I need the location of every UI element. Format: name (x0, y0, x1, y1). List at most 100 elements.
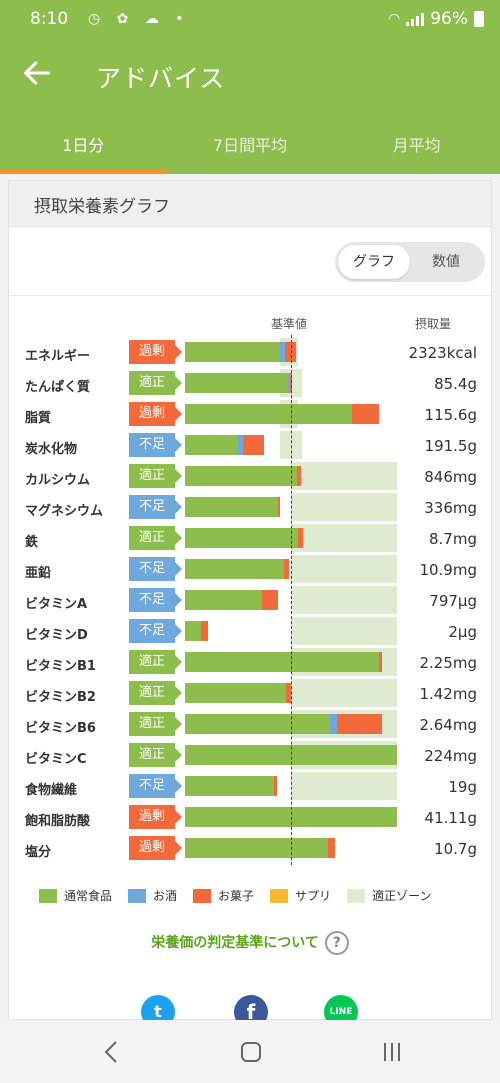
nutrient-name: 鉄 (25, 535, 39, 550)
legend-swatch (193, 888, 212, 903)
intake-bar (185, 493, 399, 524)
status-badge: 過剰 (129, 805, 182, 829)
tab-monthly-average[interactable]: 月平均 (392, 136, 441, 155)
legend-label: お酒 (153, 889, 178, 903)
nutrient-row: たんぱく質 適正 85.4g (9, 369, 493, 400)
adequate-zone (291, 493, 397, 521)
adequate-zone (291, 462, 397, 490)
bar-segment-snack (262, 590, 278, 610)
bar-segment-snack (298, 528, 303, 548)
nutrient-row: エネルギー 過剰 2323kcal (9, 338, 493, 369)
intake-bar (185, 555, 399, 586)
nutrient-row: ビタミンB6 適正 2.64mg (9, 710, 493, 741)
status-badge: 不足 (129, 433, 182, 457)
bar-segment-food (185, 683, 286, 703)
legend-swatch (39, 888, 57, 903)
intake-amount: 41.11g (424, 809, 477, 827)
bar-segment-snack (297, 466, 301, 486)
bar-segment-food (185, 652, 379, 672)
intake-bar (185, 462, 399, 493)
bar-segment-food (185, 714, 330, 734)
adequate-zone (291, 586, 397, 614)
nutrient-row: ビタミンB2 適正 1.42mg (9, 679, 493, 710)
toggle-graph[interactable]: グラフ (338, 245, 410, 279)
status-badge: 適正 (129, 650, 182, 674)
bar-segment-food (185, 497, 278, 517)
page-title: アドバイス (96, 64, 226, 93)
status-badge: 不足 (129, 774, 182, 798)
bar-segment-snack (274, 776, 277, 796)
bar-segment-snack (278, 497, 280, 517)
nutrient-list: エネルギー 過剰 2323kcal たんぱく質 適正 85.4g 脂質 過剰 115.6g 炭水化… (9, 338, 493, 865)
battery-icon (474, 11, 484, 27)
nutrient-name: ビタミンD (25, 628, 88, 643)
intake-amount: 2μg (448, 623, 477, 641)
bar-segment-food (185, 528, 298, 548)
bar-segment-food (185, 435, 238, 455)
legend-swatch (270, 888, 289, 903)
tab-7-day-average[interactable]: 7日間平均 (212, 136, 288, 155)
nutrient-row: 食物繊維 不足 19g (9, 772, 493, 803)
divider (9, 295, 491, 296)
nutrient-row: 炭水化物 不足 191.5g (9, 431, 493, 462)
intake-bar (185, 369, 399, 400)
criteria-link-row: 栄養価の判定基準について? (9, 931, 491, 955)
nav-recents-icon[interactable] (377, 1038, 407, 1066)
legend-label: 適正ゾーン (372, 889, 432, 903)
bar-segment-drink (330, 714, 337, 734)
legend-item-zone: 適正ゾーン (347, 887, 431, 904)
status-badge: 不足 (129, 495, 182, 519)
nutrient-row: 脂質 過剰 115.6g (9, 400, 493, 431)
intake-amount: 10.9mg (419, 561, 477, 579)
nutrient-row: 亜鉛 不足 10.9mg (9, 555, 493, 586)
intake-amount: 2323kcal (408, 344, 477, 362)
nutrient-row: 鉄 適正 8.7mg (9, 524, 493, 555)
legend-item-snack: お菓子 (193, 887, 254, 904)
nutrient-name: 脂質 (25, 411, 52, 426)
toggle-value[interactable]: 数値 (432, 254, 460, 270)
nutrient-name: ビタミンB6 (25, 721, 96, 736)
intake-amount: 2.64mg (419, 716, 477, 734)
card-title: 摂取栄養素グラフ (9, 181, 491, 227)
nav-back-icon[interactable] (97, 1038, 127, 1066)
adequate-zone (291, 555, 397, 583)
status-badge: 不足 (129, 619, 182, 643)
nutrient-row: 塩分 過剰 10.7g (9, 834, 493, 865)
intake-amount: 797μg (429, 592, 477, 610)
status-badge: 適正 (129, 371, 182, 395)
intake-amount: 1.42mg (419, 685, 477, 703)
bar-segment-drink (280, 342, 285, 362)
reference-header: 基準値 (271, 317, 308, 331)
nutrient-name: ビタミンB1 (25, 659, 96, 674)
intake-bar (185, 679, 399, 710)
intake-amount: 8.7mg (429, 530, 477, 548)
amount-header: 摂取量 (415, 317, 452, 331)
status-badge: 不足 (129, 588, 182, 612)
intake-bar (185, 648, 399, 679)
bar-segment-snack (328, 838, 335, 858)
period-tabs: 1日分 7日間平均 月平均 (0, 112, 500, 174)
legend-item-drink: お酒 (128, 887, 177, 904)
status-badge: 適正 (129, 712, 182, 736)
notification-icons: ◷ ✿ ☁ • (88, 11, 190, 27)
intake-bar (185, 617, 399, 648)
nutrient-name: 塩分 (25, 845, 52, 860)
bar-segment-food (185, 404, 352, 424)
legend-label: サプリ (295, 889, 332, 903)
back-arrow-icon[interactable] (20, 56, 54, 90)
nutrient-name: マグネシウム (25, 504, 104, 519)
nav-home-icon[interactable] (236, 1038, 266, 1066)
nutrient-row: カルシウム 適正 846mg (9, 462, 493, 493)
nutrient-name: カルシウム (25, 473, 91, 488)
tab-1-day[interactable]: 1日分 (0, 112, 167, 174)
nutrient-row: ビタミンC 適正 224mg (9, 741, 493, 772)
legend-item-supplement: サプリ (270, 887, 331, 904)
wifi-icon: ◠ (387, 11, 401, 27)
battery-level: 96% (430, 9, 468, 29)
criteria-link[interactable]: 栄養価の判定基準について (151, 935, 319, 951)
help-icon[interactable]: ? (324, 931, 349, 955)
intake-amount: 191.5g (424, 437, 477, 455)
adequate-zone (291, 617, 397, 645)
legend-label: お菓子 (218, 889, 255, 903)
signal-icon (406, 12, 425, 26)
